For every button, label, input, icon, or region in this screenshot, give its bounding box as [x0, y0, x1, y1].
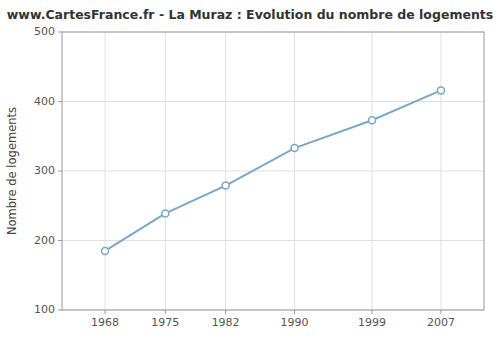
- point: [162, 210, 169, 217]
- line: [105, 90, 441, 251]
- grid: [62, 32, 484, 310]
- y-grid-line: [62, 240, 484, 241]
- point: [369, 117, 376, 124]
- y-tick-label: 200: [34, 234, 55, 247]
- y-tick: [58, 240, 62, 241]
- chart-container: 100 200 300 400 500 1968 1975 1982 1990 1999 2007 w…: [0, 0, 500, 340]
- x-tick: [372, 310, 373, 314]
- y-tick-label: 100: [34, 303, 55, 316]
- x-grid-line: [225, 32, 226, 310]
- x-tick-label: 1982: [212, 316, 240, 329]
- x-grid-line: [440, 32, 441, 310]
- plot-background: [62, 32, 484, 310]
- y-tick-label: 500: [34, 25, 55, 38]
- x-grid-line: [165, 32, 166, 310]
- x-tick: [294, 310, 295, 314]
- x-grid-line: [105, 32, 106, 310]
- y-tick: [58, 32, 62, 33]
- x-tick-label: 1968: [91, 316, 119, 329]
- y-grid-line: [62, 101, 484, 102]
- y-tick: [58, 101, 62, 102]
- x-tick-label: 1999: [358, 316, 386, 329]
- x-tick: [165, 310, 166, 314]
- y-tick-label: 400: [34, 95, 55, 108]
- chart-svg: 100 200 300 400 500 1968 1975 1982 1990 1999 2007 w…: [0, 0, 500, 340]
- y-tick: [58, 310, 62, 311]
- point: [102, 247, 109, 254]
- point: [222, 182, 229, 189]
- y-axis-label: Nombre de logements: [5, 107, 19, 235]
- point: [437, 87, 444, 94]
- series: [102, 87, 445, 255]
- point: [291, 145, 298, 152]
- plot-frame: [62, 32, 484, 310]
- y-tick-label: 300: [34, 164, 55, 177]
- x-tick: [440, 310, 441, 314]
- x-tick-label: 1975: [151, 316, 179, 329]
- x-tick-label: 1990: [281, 316, 309, 329]
- axes: 100 200 300 400 500 1968 1975 1982 1990 1999 2007: [34, 25, 484, 329]
- x-tick-label: 2007: [427, 316, 455, 329]
- x-grid-line: [372, 32, 373, 310]
- x-tick: [105, 310, 106, 314]
- title: www.CartesFrance.fr - La Muraz : Evoluti…: [7, 7, 493, 22]
- y-grid-line: [62, 171, 484, 172]
- x-tick: [225, 310, 226, 314]
- y-tick: [58, 171, 62, 172]
- x-grid-line: [294, 32, 295, 310]
